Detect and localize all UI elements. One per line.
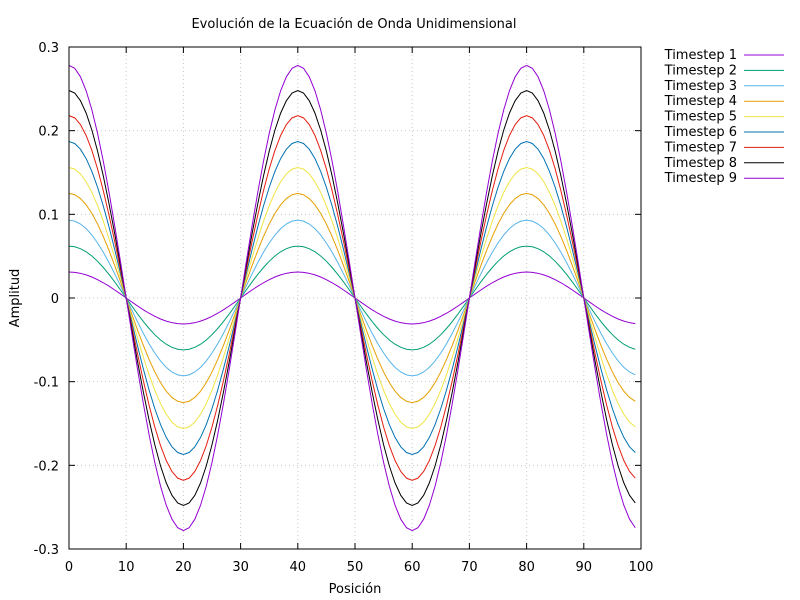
x-tick-label: 90 <box>576 560 593 575</box>
legend-item: Timestep 4 <box>664 94 784 109</box>
y-tick-label: 0.1 <box>38 208 59 223</box>
x-tick-label: 70 <box>461 560 478 575</box>
series-line-timestep-1 <box>68 271 636 325</box>
x-tick-label: 30 <box>232 560 249 575</box>
x-axis-label: Posición <box>329 582 382 597</box>
grid <box>69 47 641 549</box>
x-tick-label: 60 <box>404 560 421 575</box>
legend-label: Timestep 1 <box>664 48 737 63</box>
legend-label: Timestep 4 <box>664 94 737 109</box>
legend-label: Timestep 7 <box>664 140 737 155</box>
series-line-timestep-4 <box>68 192 636 404</box>
y-axis-label: Amplitud <box>8 269 23 328</box>
x-tick-label: 80 <box>518 560 535 575</box>
x-tick-label: 20 <box>175 560 192 575</box>
x-tick-label: 40 <box>290 560 307 575</box>
legend-item: Timestep 3 <box>664 79 784 94</box>
legend-label: Timestep 8 <box>664 156 737 171</box>
x-tick-label: 10 <box>118 560 135 575</box>
legend-item: Timestep 6 <box>664 125 784 140</box>
legend-label: Timestep 6 <box>664 125 737 140</box>
legend-label: Timestep 5 <box>664 110 737 125</box>
legend-label: Timestep 3 <box>664 79 737 94</box>
legend-label: Timestep 9 <box>664 171 737 186</box>
legend-item: Timestep 9 <box>664 171 784 186</box>
y-tick-label: -0.1 <box>34 376 59 391</box>
legend-label: Timestep 2 <box>664 63 737 78</box>
legend-item: Timestep 5 <box>664 110 784 125</box>
y-axis-ticks: -0.3 -0.2 -0.1 0 0.1 0.2 0.3 <box>34 41 641 558</box>
x-tick-label: 0 <box>65 560 73 575</box>
x-tick-label: 100 <box>629 560 654 575</box>
legend-item: Timestep 1 <box>664 48 784 63</box>
legend-item: Timestep 7 <box>664 140 784 155</box>
series-line-timestep-2 <box>68 245 636 351</box>
series-line-timestep-9 <box>68 64 636 532</box>
x-tick-label: 50 <box>347 560 364 575</box>
y-tick-label: 0.3 <box>38 41 59 56</box>
legend-item: Timestep 2 <box>664 63 784 78</box>
series-lines <box>68 64 636 532</box>
chart-title: Evolución de la Ecuación de Onda Unidime… <box>191 17 516 32</box>
x-axis-ticks: 0 10 20 30 40 50 60 70 80 90 100 <box>65 47 654 575</box>
y-tick-label: -0.2 <box>34 459 59 474</box>
y-tick-label: 0 <box>51 292 59 307</box>
y-tick-label: -0.3 <box>34 543 59 558</box>
y-tick-label: 0.2 <box>38 125 59 140</box>
series-line-timestep-3 <box>68 219 636 377</box>
legend-item: Timestep 8 <box>664 156 784 171</box>
